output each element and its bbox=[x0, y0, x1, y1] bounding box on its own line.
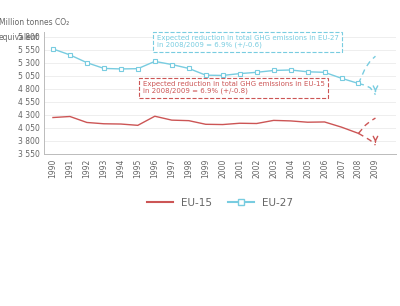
Text: Expected reduction in total GHG emissions in EU-27
in 2008/2009 = 6.9% (+/-0.6): Expected reduction in total GHG emission… bbox=[157, 35, 339, 48]
Legend: EU-15, EU-27: EU-15, EU-27 bbox=[143, 194, 298, 212]
Text: equivalent: equivalent bbox=[0, 33, 40, 42]
Text: Million tonnes CO₂: Million tonnes CO₂ bbox=[0, 18, 69, 27]
Text: Expected reduction in total GHG emissions in EU-15
in 2008/2009 = 6.9% (+/-0.8): Expected reduction in total GHG emission… bbox=[143, 80, 325, 94]
